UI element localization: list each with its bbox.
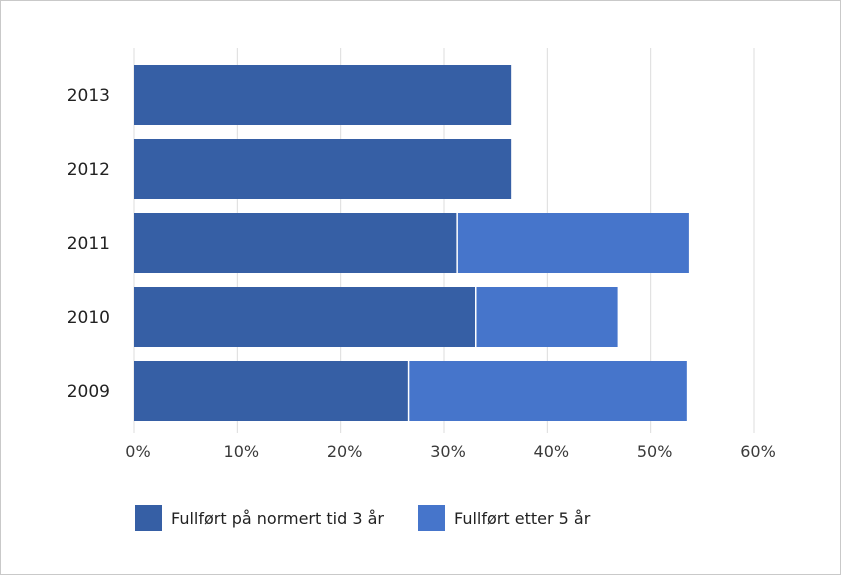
legend: Fullført på normert tid 3 år Fullført ett… xyxy=(135,505,591,531)
legend-label: Fullført etter 5 år xyxy=(454,509,591,528)
x-tick-label: 40% xyxy=(534,442,570,461)
bar-2010-series-1 xyxy=(134,287,475,347)
legend-swatch xyxy=(135,505,162,531)
bar-2011-series-1 xyxy=(134,213,457,273)
x-tick-label: 60% xyxy=(740,442,776,461)
y-category-label: 2010 xyxy=(67,308,110,328)
bar-2009-series-2 xyxy=(409,361,687,421)
y-category-label: 2012 xyxy=(67,160,110,180)
y-axis-categories: 2013 2012 2011 2010 2009 xyxy=(67,86,110,402)
y-category-label: 2009 xyxy=(67,382,110,402)
x-tick-label: 50% xyxy=(637,442,673,461)
legend-swatch xyxy=(418,505,445,531)
x-tick-label: 20% xyxy=(327,442,363,461)
legend-label: Fullført på normert tid 3 år xyxy=(171,509,384,528)
x-tick-label: 30% xyxy=(430,442,466,461)
bar-2011-series-2 xyxy=(457,213,689,273)
x-tick-label: 0% xyxy=(125,442,150,461)
y-category-label: 2013 xyxy=(67,86,110,106)
bar-2012-series-1 xyxy=(134,139,512,199)
x-tick-label: 10% xyxy=(224,442,260,461)
bar-2009-series-1 xyxy=(134,361,408,421)
bars xyxy=(134,65,689,421)
y-category-label: 2011 xyxy=(67,234,110,254)
x-axis-ticks: 0% 10% 20% 30% 40% 50% 60% xyxy=(125,442,775,461)
bar-2010-series-2 xyxy=(476,287,618,347)
bar-2013-series-1 xyxy=(134,65,512,125)
